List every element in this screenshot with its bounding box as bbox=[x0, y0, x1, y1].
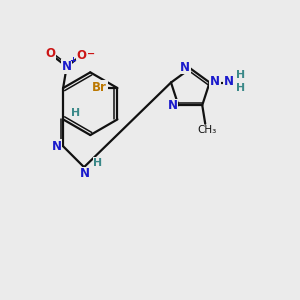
Text: H: H bbox=[93, 158, 102, 168]
Text: +: + bbox=[69, 56, 76, 65]
Text: N: N bbox=[52, 140, 61, 153]
Text: N: N bbox=[210, 75, 220, 88]
Text: N: N bbox=[167, 99, 177, 112]
Text: CH₃: CH₃ bbox=[197, 125, 216, 135]
Text: H: H bbox=[71, 108, 80, 118]
Text: H: H bbox=[236, 70, 245, 80]
Text: N: N bbox=[80, 167, 90, 180]
Text: O: O bbox=[76, 49, 87, 62]
Text: H: H bbox=[236, 83, 245, 94]
Text: N: N bbox=[224, 75, 234, 88]
Text: N: N bbox=[62, 60, 72, 73]
Text: Br: Br bbox=[92, 81, 107, 94]
Text: N: N bbox=[180, 61, 190, 74]
Text: −: − bbox=[86, 49, 95, 59]
Text: O: O bbox=[45, 47, 55, 61]
